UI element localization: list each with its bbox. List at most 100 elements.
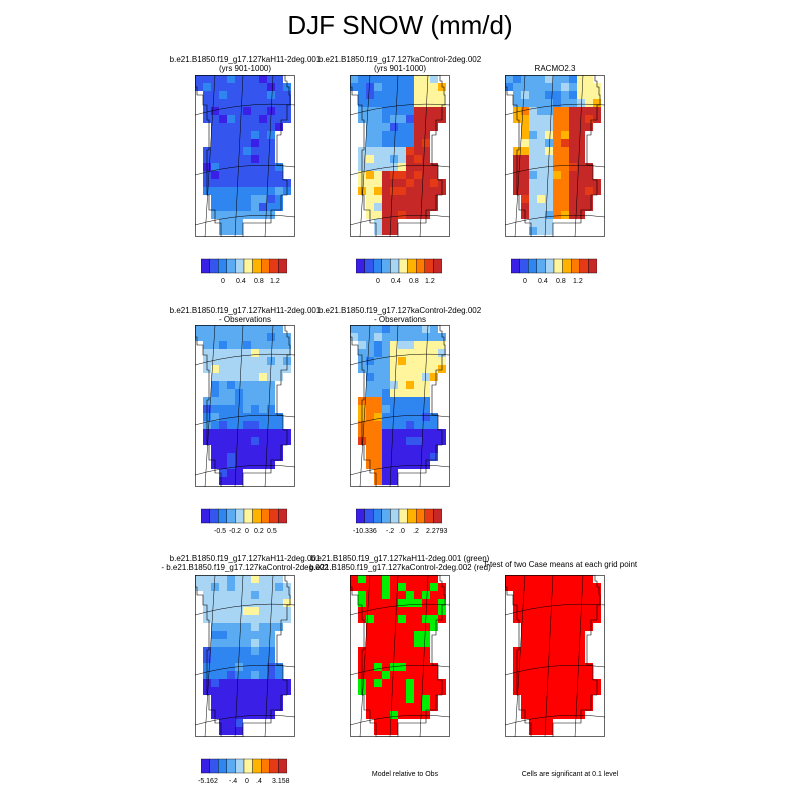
grid-cell bbox=[366, 163, 374, 171]
colorbar-swatch bbox=[364, 508, 374, 524]
grid-cell bbox=[211, 413, 219, 421]
grid-cell bbox=[390, 453, 398, 461]
grid-cell bbox=[390, 99, 398, 107]
grid-cell bbox=[422, 195, 430, 203]
grid-cell bbox=[406, 445, 414, 453]
grid-cell bbox=[430, 687, 438, 695]
grid-cell bbox=[235, 203, 243, 211]
grid-cell bbox=[390, 583, 398, 591]
grid-cell bbox=[521, 615, 529, 623]
grid-cell bbox=[561, 583, 569, 591]
colorbar-swatch bbox=[390, 258, 400, 274]
panel-title-6-line2: - b.e21.B1850.f19_g17.127kaControl-2deg.… bbox=[161, 563, 329, 572]
colorbar-swatch bbox=[562, 258, 572, 274]
grid-cell bbox=[283, 341, 291, 349]
grid-cell bbox=[414, 83, 422, 91]
grid-cell bbox=[259, 421, 267, 429]
grid-cell bbox=[203, 333, 211, 341]
colorbar-swatch bbox=[588, 258, 597, 274]
grid-cell bbox=[219, 647, 227, 655]
grid-cell bbox=[219, 99, 227, 107]
grid-cell bbox=[430, 203, 438, 211]
grid-cell bbox=[243, 405, 251, 413]
grid-cell bbox=[235, 341, 243, 349]
grid-cell bbox=[243, 373, 251, 381]
grid-cell bbox=[235, 75, 243, 83]
grid-cell bbox=[406, 381, 414, 389]
grid-cell bbox=[211, 155, 219, 163]
grid-cell bbox=[414, 413, 422, 421]
grid-cell bbox=[529, 663, 537, 671]
grid-cell bbox=[227, 365, 235, 373]
colorbar-swatch bbox=[553, 258, 563, 274]
grid-cell bbox=[406, 647, 414, 655]
grid-cell bbox=[390, 679, 398, 687]
grid-cell bbox=[267, 623, 275, 631]
grid-cell bbox=[414, 139, 422, 147]
grid-cell bbox=[398, 591, 406, 599]
meridian-line bbox=[419, 75, 429, 237]
grid-cell bbox=[553, 591, 561, 599]
grid-cell bbox=[235, 719, 243, 727]
grid-cell bbox=[430, 437, 438, 445]
colorbar-swatch bbox=[201, 258, 210, 274]
grid-cell bbox=[390, 195, 398, 203]
grid-cell bbox=[521, 155, 529, 163]
grid-cell bbox=[382, 687, 390, 695]
grid-cell bbox=[374, 381, 382, 389]
grid-cell bbox=[366, 373, 374, 381]
grid-cell bbox=[561, 615, 569, 623]
grid-cell bbox=[219, 397, 227, 405]
coastline bbox=[195, 325, 291, 487]
grid-cell bbox=[414, 147, 422, 155]
grid-cell bbox=[406, 711, 414, 719]
grid-cell bbox=[227, 211, 235, 219]
grid-cell bbox=[529, 179, 537, 187]
grid-cell bbox=[382, 453, 390, 461]
grid-cell bbox=[438, 99, 446, 107]
grid-cell bbox=[553, 599, 561, 607]
grid-cell bbox=[267, 99, 275, 107]
grid-cell bbox=[235, 139, 243, 147]
grid-cell bbox=[585, 687, 593, 695]
grid-cell bbox=[366, 647, 374, 655]
grid-cell bbox=[521, 171, 529, 179]
grid-cell bbox=[235, 171, 243, 179]
grid-cell bbox=[227, 623, 235, 631]
grid-cell bbox=[406, 671, 414, 679]
grid-cell bbox=[529, 727, 537, 735]
grid-cell bbox=[414, 195, 422, 203]
meridian-line bbox=[574, 75, 584, 237]
grid-cell bbox=[537, 671, 545, 679]
grid-cell bbox=[219, 429, 227, 437]
grid-cell bbox=[267, 575, 275, 583]
grid-cell bbox=[374, 469, 382, 477]
colorbar-swatch bbox=[424, 258, 434, 274]
grid-cell bbox=[561, 83, 569, 91]
grid-cell bbox=[585, 99, 593, 107]
grid-cell bbox=[366, 615, 374, 623]
grid-cell bbox=[366, 703, 374, 711]
grid-cell bbox=[382, 703, 390, 711]
grid-cell bbox=[211, 195, 219, 203]
grid-cell bbox=[211, 445, 219, 453]
grid-cell bbox=[374, 163, 382, 171]
grid-cell bbox=[251, 397, 259, 405]
grid-cell bbox=[537, 163, 545, 171]
grid-cell bbox=[267, 349, 275, 357]
grid-cell bbox=[366, 203, 374, 211]
grid-cell bbox=[398, 583, 406, 591]
meridian-line bbox=[419, 575, 429, 737]
grid-cell bbox=[235, 453, 243, 461]
grid-cell bbox=[235, 333, 243, 341]
grid-cell bbox=[561, 655, 569, 663]
grid-cell bbox=[529, 599, 537, 607]
grid-cell bbox=[529, 211, 537, 219]
grid-cell bbox=[414, 357, 422, 365]
grid-cell bbox=[422, 631, 430, 639]
grid-cell bbox=[235, 381, 243, 389]
grid-cell bbox=[537, 219, 545, 227]
grid-cell bbox=[390, 365, 398, 373]
grid-cell bbox=[537, 583, 545, 591]
grid-cell bbox=[382, 333, 390, 341]
